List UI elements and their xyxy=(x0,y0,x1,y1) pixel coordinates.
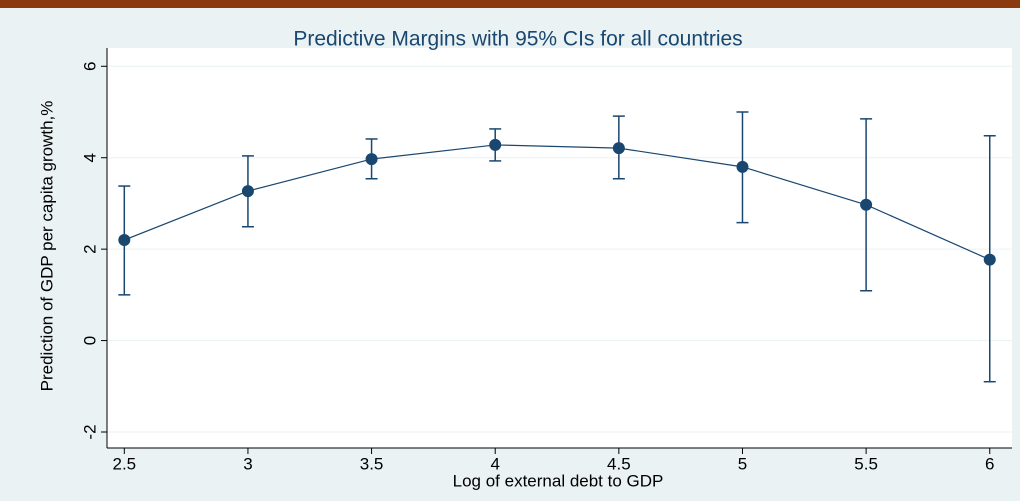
x-tick-label: 6 xyxy=(985,454,994,473)
chart-title: Predictive Margins with 95% CIs for all … xyxy=(293,28,742,51)
top-bar xyxy=(0,0,1020,8)
y-tick-label: 6 xyxy=(80,62,99,71)
point xyxy=(241,185,254,198)
x-tick-label: 2.5 xyxy=(112,454,136,473)
point xyxy=(118,234,131,246)
x-axis-label: Log of external debt to GDP xyxy=(453,471,664,490)
y-tick-label: 2 xyxy=(80,244,99,253)
x-tick-label: 5.5 xyxy=(854,454,878,473)
point xyxy=(736,160,749,173)
y-tick-label: 4 xyxy=(80,153,99,162)
plot-area xyxy=(107,48,1012,448)
point xyxy=(612,142,625,155)
y-tick-label: 0 xyxy=(80,336,99,345)
y-axis-label: Prediction of GDP per capita growth,% xyxy=(37,101,56,392)
x-tick-label: 3 xyxy=(243,454,252,473)
x-tick-label: 3.5 xyxy=(360,454,384,473)
line xyxy=(124,144,990,261)
point xyxy=(860,198,873,211)
x-tick-label: 5 xyxy=(738,454,747,473)
point xyxy=(365,153,378,166)
point xyxy=(983,253,996,266)
x-tick-label: 4.5 xyxy=(607,454,631,473)
x-tick-label: 4 xyxy=(490,454,499,473)
y-tick-label: -2 xyxy=(80,424,99,439)
point xyxy=(489,138,502,151)
